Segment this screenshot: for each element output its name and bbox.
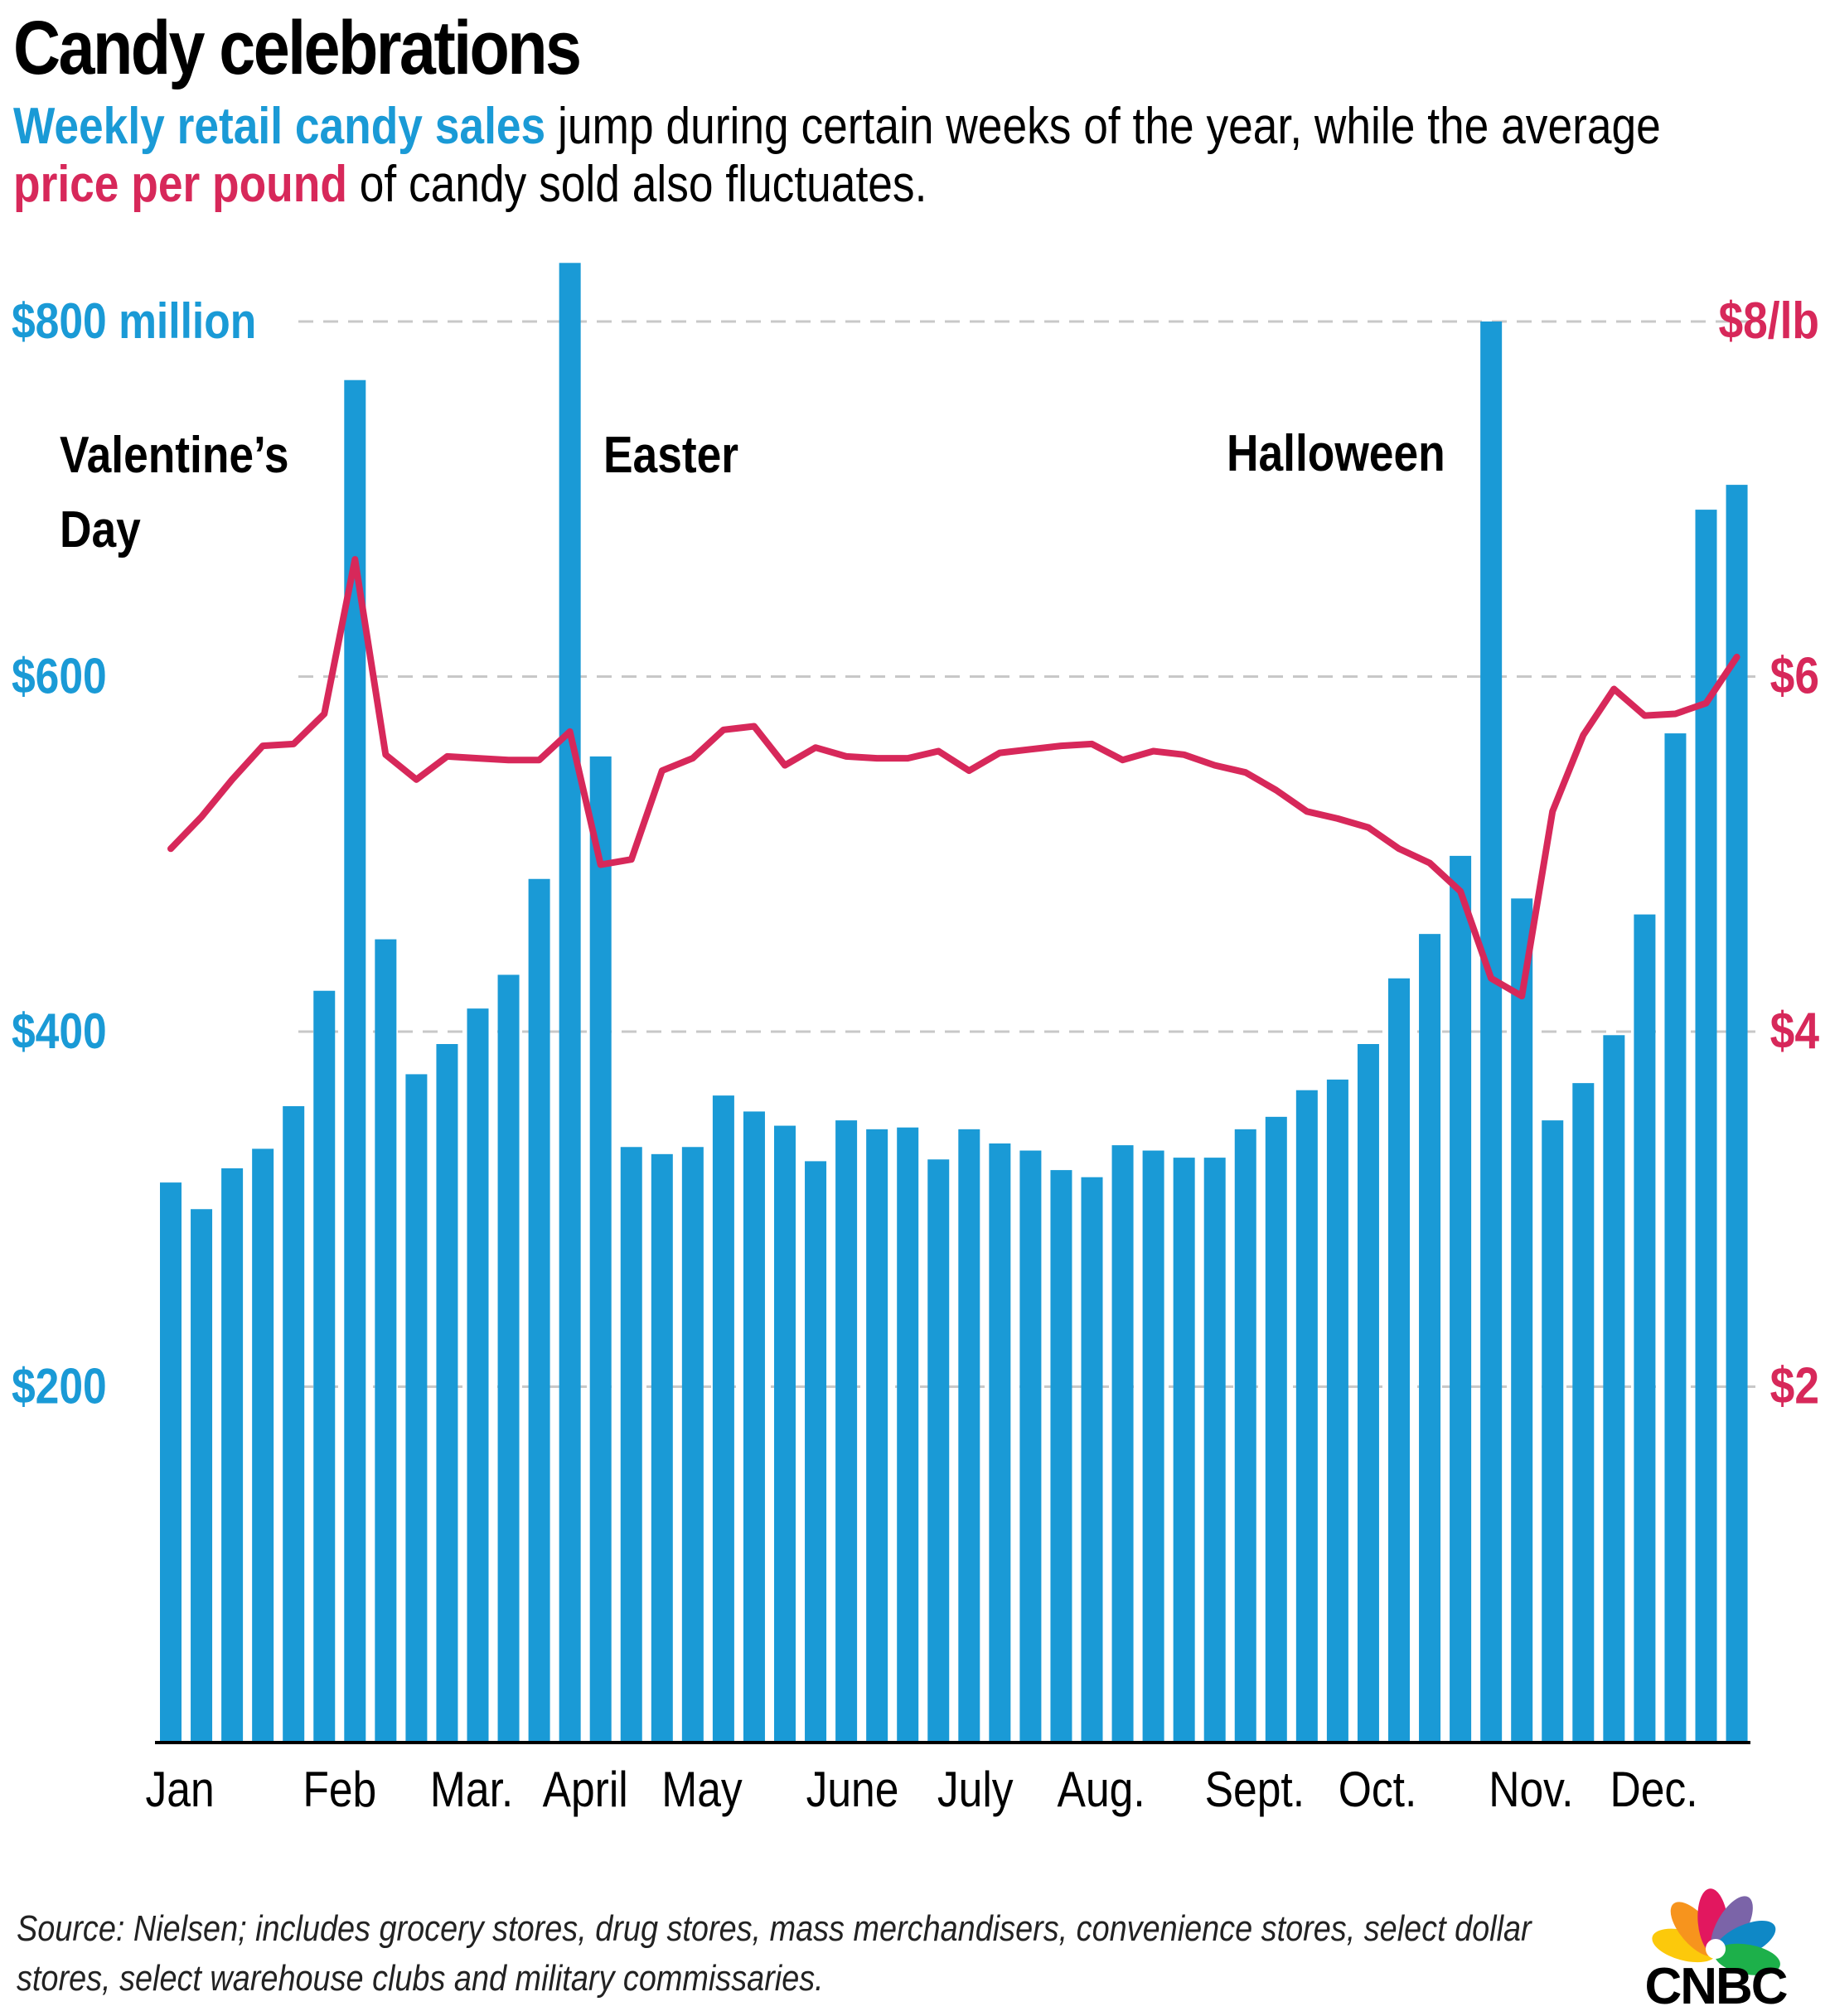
sales-bar [1450,855,1472,1742]
x-axis-month-label: Sept. [1205,1761,1305,1817]
sales-bar [160,1182,182,1742]
x-axis-month-label: July [937,1761,1014,1817]
sales-bar [191,1209,213,1742]
sales-bar [589,756,612,1742]
sales-bar [866,1129,888,1742]
sales-bar [467,1008,489,1742]
sales-bar [712,1095,734,1742]
sales-bar [436,1043,458,1742]
sales-bar [958,1129,980,1742]
subtitle-price-phrase: price per pound [13,156,347,213]
sales-bar [1326,1079,1348,1742]
sales-bar [1203,1158,1226,1742]
x-axis-month-label: Feb [303,1761,376,1817]
sales-bar [1265,1116,1287,1742]
sales-bar [989,1143,1011,1742]
price-line [167,556,1740,1000]
sales-bar [774,1125,796,1742]
left-axis-tick-label: $600 [12,648,107,704]
right-axis-tick-label: $6 [1770,648,1819,705]
x-axis-month-label: Oct. [1339,1761,1417,1817]
subtitle-end: of candy sold also fluctuates. [346,156,927,213]
sales-bar [528,878,550,1742]
sales-bar [805,1161,827,1742]
sales-bar [1419,934,1441,1742]
sales-bar [681,1147,704,1742]
x-axis-month-label: Mar. [430,1761,513,1817]
right-axis-tick-label: $2 [1770,1358,1819,1415]
sales-bar [1142,1150,1164,1742]
sales-bar [1480,321,1503,1742]
sales-bar [1050,1170,1072,1742]
left-axis-tick-label: $800 million [12,292,256,349]
sales-bar [405,1074,428,1742]
event-annotation: Valentine’s [60,427,289,484]
event-annotation: Halloween [1227,425,1445,482]
sales-bar [1603,1035,1625,1742]
sales-bar [927,1159,950,1742]
sales-bar [1295,1090,1318,1742]
sales-bar [1695,510,1717,1742]
left-axis-tick-label: $400 [12,1003,107,1059]
sales-bar [559,263,581,1742]
x-axis-month-label: Dec. [1610,1761,1697,1817]
sales-bar [375,939,397,1742]
sales-bar [743,1111,765,1742]
peacock-feather [1714,1943,1780,1975]
sales-bar [1511,898,1533,1742]
candy-sales-chart: $200 $400 $600 $800 million $2 $4 $6 $8/lb Jan Fe… [12,263,1819,1817]
left-axis-tick-label: $200 [12,1358,107,1414]
sales-bar [835,1120,858,1742]
right-axis-tick-label: $4 [1770,1003,1819,1060]
sales-bar [1173,1158,1195,1742]
sales-bar [1081,1177,1103,1742]
sales-bar [1019,1150,1042,1742]
x-axis-month-label: June [806,1761,899,1817]
chart-subtitle: Weekly retail candy sales jump during ce… [13,98,1738,214]
sales-bar [1388,978,1410,1742]
right-axis-tick-label: $8/lb [1719,292,1819,350]
subtitle-middle: jump during certain weeks of the year, w… [545,98,1661,155]
x-axis-month-label: Aug. [1058,1761,1145,1817]
x-axis-month-label: Nov. [1489,1761,1573,1817]
sales-bar [1572,1083,1595,1742]
peacock-body [1706,1939,1726,1959]
sales-bar [651,1153,673,1742]
sales-bar [1111,1145,1134,1742]
sales-bar [1664,733,1687,1742]
x-axis-month-label: April [543,1761,628,1817]
cnbc-logo-text: CNBC [1644,1958,1787,2009]
event-annotation: Day [60,501,141,558]
sales-bar [1634,914,1656,1742]
sales-bar [1234,1129,1256,1742]
subtitle-sales-phrase: Weekly retail candy sales [13,98,546,155]
chart-title: Candy celebrations [13,6,582,90]
x-axis-month-label: Jan [146,1761,215,1817]
sales-bar [1357,1043,1379,1742]
sales-bar [252,1148,274,1742]
sales-bar [283,1105,305,1742]
sales-bar [313,990,336,1742]
event-annotation: Easter [603,427,738,484]
cnbc-logo: CNBC [1644,1888,1789,2009]
sales-bar [620,1147,642,1742]
source-note: Source: Nielsen; includes grocery stores… [17,1908,1532,1999]
sales-bar [1726,485,1748,1742]
x-axis-month-label: May [661,1761,742,1817]
peacock-icon [1652,1888,1780,1975]
sales-bar [897,1127,919,1742]
sales-bar [497,974,520,1742]
sales-bar [221,1168,244,1742]
sales-bar [1542,1120,1564,1742]
